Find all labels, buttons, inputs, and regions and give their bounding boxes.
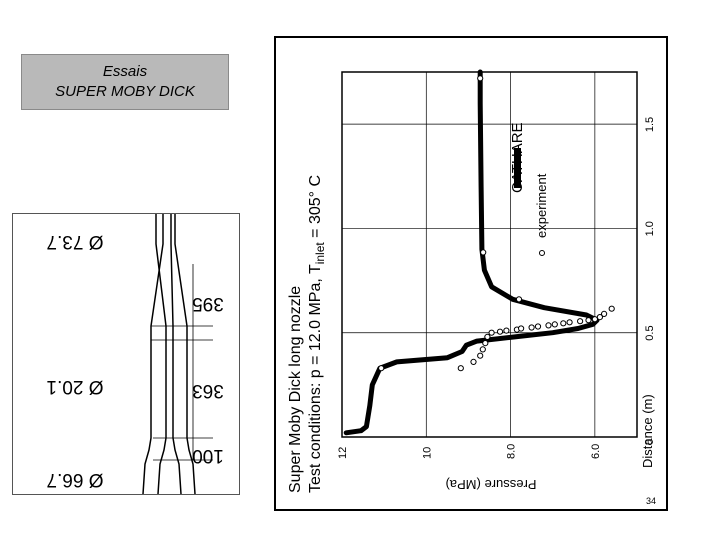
dim-label-throat-length: 363: [192, 380, 224, 401]
dim-label-diam-outlet: Ø 66.7: [46, 469, 103, 490]
legend-label-cathare: CATHARE: [509, 122, 526, 193]
chart-series: [343, 69, 615, 436]
legend-swatch-experiment: [539, 250, 545, 256]
experiment-point: [534, 323, 542, 330]
experiment-point: [503, 327, 510, 334]
chart-title-line2: Test conditions: p = 12.0 MPa, Tinlet = …: [307, 175, 327, 493]
distance-tick-label: 0: [644, 439, 656, 445]
distance-tick-label: 1.5: [644, 117, 656, 132]
chart-title-line1: Super Moby Dick long nozzle: [287, 286, 304, 493]
experiment-point: [477, 352, 484, 359]
dim-label-converging: 395: [192, 293, 224, 314]
experiment-point: [566, 319, 573, 326]
experiment-point: [488, 329, 495, 336]
experiment-point: [601, 310, 608, 317]
experiment-point: [518, 325, 525, 332]
experiment-point: [480, 249, 487, 256]
slide-title-line1: Essais: [102, 63, 148, 80]
experiment-point: [470, 358, 477, 365]
series-line-cathare: [343, 69, 600, 436]
nozzle-wall-right: [174, 214, 196, 495]
experiment-point: [591, 316, 598, 323]
pressure-tick-label: 12: [337, 447, 349, 459]
legend-swatch-cathare: [514, 148, 521, 188]
chart-title-end: = 305° C: [307, 175, 324, 242]
chart-ticks: 12 10 8.0 6.0 0 0.5 1.0 1.5: [337, 117, 656, 459]
pressure-chart-svg: 12 10 8.0 6.0 0 0.5 1.0 1.5 Super Moby Dick lon…: [287, 69, 656, 493]
slide-title-line2: SUPER MOBY DICK: [55, 83, 195, 100]
pressure-tick-label: 6.0: [590, 444, 602, 459]
experiment-point: [484, 333, 491, 340]
chart-grid: [341, 72, 637, 438]
experiment-point: [528, 324, 535, 331]
slide-title-box: Essais SUPER MOBY DICK: [21, 54, 229, 110]
distance-tick-label: 1.0: [644, 221, 656, 236]
legend-label-experiment: experiment: [534, 173, 549, 238]
chart-legend: CATHARE experiment: [509, 122, 549, 256]
plot-frame: [341, 71, 638, 438]
experiment-point: [596, 314, 603, 321]
experiment-point: [577, 318, 584, 325]
distance-tick-label: 0.5: [644, 325, 656, 340]
experiment-point: [496, 328, 504, 335]
experiment-point: [545, 322, 552, 329]
dim-label-short: 100: [192, 445, 224, 466]
nozzle-drawing-svg: Ø 73.7 395 Ø 20.1 363 100 Ø 66.7: [46, 214, 224, 495]
chart-title-sub: inlet: [313, 242, 327, 265]
experiment-point: [551, 321, 558, 328]
pressure-tick-label: 8.0: [506, 444, 518, 459]
chart-title-prefix: Test conditions: p = 12.0 MPa, T: [307, 264, 324, 493]
experiment-point: [608, 305, 615, 312]
pressure-tick-label: 10: [421, 447, 433, 459]
dim-label-diam-inlet: Ø 73.7: [46, 231, 103, 252]
nozzle-drawing: Ø 73.7 395 Ø 20.1 363 100 Ø 66.7: [12, 213, 240, 495]
experiment-point: [585, 317, 592, 324]
experiment-point: [560, 320, 567, 327]
experiment-point: [515, 296, 523, 303]
experiment-point: [378, 365, 385, 372]
experiment-point: [482, 340, 489, 347]
x-axis-label: Distance (m): [640, 394, 655, 468]
page-number: 34: [646, 496, 657, 506]
nozzle-wall-left: [142, 214, 164, 495]
dim-label-diam-throat: Ø 20.1: [46, 376, 103, 397]
nozzle-outline: [142, 214, 213, 495]
experiment-point: [479, 346, 486, 353]
experiment-point: [457, 365, 464, 372]
pressure-chart: 12 10 8.0 6.0 0 0.5 1.0 1.5 Super Moby Dick lon…: [274, 36, 668, 511]
experiment-point: [477, 75, 484, 82]
y-axis-label: Pressure (MPa): [445, 477, 536, 492]
